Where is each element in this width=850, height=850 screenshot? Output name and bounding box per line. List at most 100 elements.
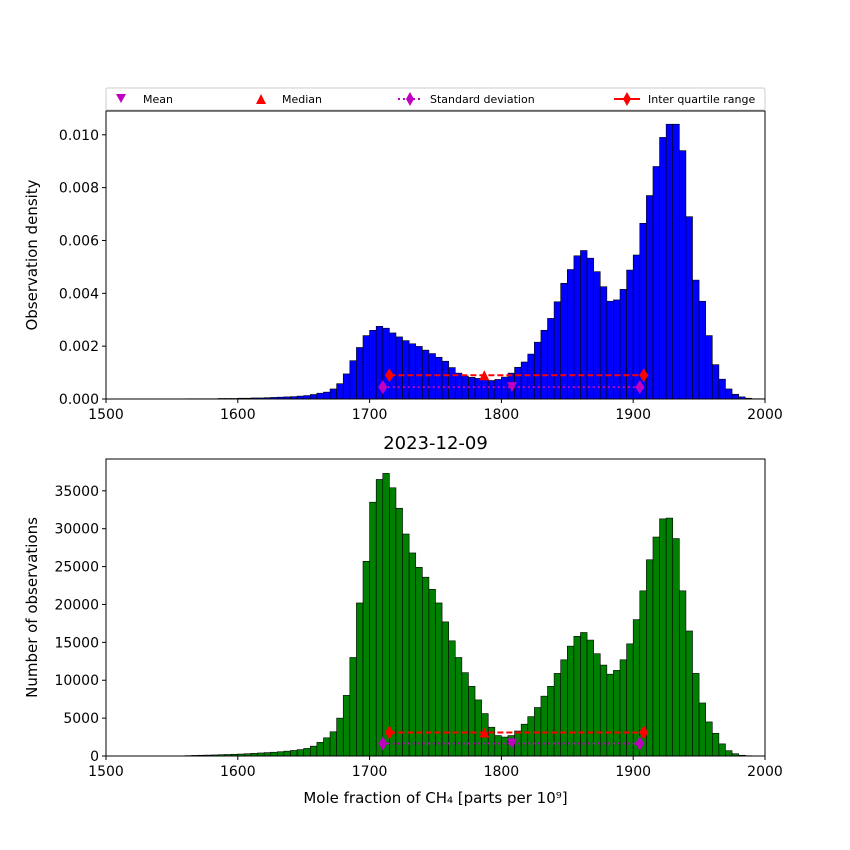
- top-bar: [474, 378, 482, 400]
- top-bar: [553, 301, 562, 400]
- bottom-bar: [698, 702, 706, 757]
- top-y-tick-label: 0.010: [59, 128, 99, 144]
- bottom-bar: [580, 632, 588, 757]
- top-axes: 1500 1600 1700 1800 1900 2000 0.000 0.002 0.004 0…: [59, 110, 783, 423]
- top-std-high-marker: [635, 380, 645, 395]
- bottom-bar: [586, 639, 594, 757]
- bottom-std-low-marker: [378, 736, 388, 751]
- mean-marker-icon: [116, 94, 126, 103]
- top-y-tick-label: 0.004: [59, 286, 99, 302]
- top-bar: [659, 137, 667, 400]
- bottom-y-tick-label: 0: [90, 749, 99, 765]
- top-median-marker: [479, 370, 490, 381]
- top-bar: [613, 299, 621, 400]
- top-bar: [632, 254, 641, 400]
- legend-frame: [105, 87, 766, 111]
- top-bar: [402, 340, 410, 400]
- top-bar: [725, 388, 733, 400]
- bottom-bar: [263, 752, 272, 757]
- top-bar: [586, 257, 594, 400]
- bottom-bar: [685, 630, 693, 757]
- legend-std-label: Standard deviation: [430, 93, 535, 106]
- top-bar: [560, 282, 568, 400]
- bottom-chart-title: 2023-12-09: [383, 433, 488, 454]
- top-statistics: [378, 368, 649, 395]
- bottom-bar: [593, 653, 601, 757]
- bottom-bar: [356, 602, 364, 757]
- top-bar: [415, 346, 423, 400]
- bottom-bar: [659, 518, 667, 757]
- top-bar: [349, 360, 357, 400]
- top-std-low-marker: [378, 380, 388, 395]
- bottom-plot-frame: [105, 458, 766, 757]
- bottom-bar: [679, 590, 687, 757]
- bottom-y-tick-label: 20000: [54, 597, 99, 613]
- top-bar: [665, 123, 674, 400]
- bottom-bar: [316, 742, 324, 757]
- top-bar: [448, 367, 456, 400]
- top-bar: [487, 380, 496, 400]
- bottom-bar: [415, 567, 423, 757]
- top-bar: [580, 250, 588, 400]
- bottom-x-tick-label: 1900: [615, 764, 651, 780]
- bottom-bar: [428, 589, 436, 757]
- top-bar: [323, 391, 331, 400]
- bottom-bar: [540, 695, 548, 757]
- top-bar: [593, 271, 601, 400]
- bottom-bar: [362, 560, 370, 757]
- legend-mean-label: Mean: [143, 93, 173, 106]
- bottom-y-tick-label: 35000: [54, 484, 99, 500]
- bottom-statistics: [378, 725, 649, 751]
- bottom-bar: [270, 751, 278, 757]
- top-plot-frame: [105, 110, 766, 400]
- top-bar: [566, 269, 575, 400]
- bottom-bar: [652, 536, 660, 757]
- bottom-median-marker: [479, 727, 490, 738]
- bottom-axes: 1500 1600 1700 1800 1900 20000500010000150002…: [54, 458, 783, 780]
- top-bar: [698, 300, 706, 400]
- top-bar: [718, 378, 726, 400]
- top-bar: [336, 383, 344, 400]
- bottom-bar: [448, 640, 456, 757]
- top-bar: [316, 392, 324, 400]
- bottom-bar: [527, 716, 535, 757]
- top-bar: [646, 195, 654, 400]
- bottom-bar: [336, 717, 344, 757]
- bottom-bar: [494, 735, 502, 757]
- bottom-x-tick-label: 1700: [352, 764, 388, 780]
- top-bar: [441, 360, 449, 400]
- top-bar: [626, 269, 634, 400]
- bottom-bar: [454, 657, 463, 757]
- bottom-bar: [619, 659, 627, 757]
- legend: Mean Median Standard deviation Inter qua…: [105, 87, 766, 111]
- bottom-iqr-high-marker: [639, 725, 649, 740]
- bottom-bar: [441, 621, 449, 757]
- bottom-bar: [323, 737, 331, 757]
- bottom-bar: [389, 487, 397, 757]
- top-bar: [520, 361, 529, 400]
- bottom-bar: [501, 736, 509, 757]
- bottom-bar: [632, 619, 641, 757]
- bottom-bar: [408, 552, 417, 757]
- top-bar: [362, 335, 370, 400]
- top-y-axis-label: Observation density: [23, 179, 41, 330]
- top-bar: [468, 377, 476, 400]
- top-x-tick-label: 1500: [88, 407, 124, 423]
- bottom-bar: [395, 507, 403, 757]
- legend-mean: Mean: [116, 93, 173, 106]
- bottom-bar: [290, 750, 298, 757]
- bottom-bar: [566, 645, 575, 757]
- top-bar: [705, 335, 713, 400]
- bottom-bar: [296, 749, 304, 757]
- top-bar: [454, 372, 463, 400]
- legend-median-label: Median: [282, 93, 322, 106]
- std-marker-icon: [406, 92, 414, 106]
- bottom-bar: [329, 731, 337, 757]
- bottom-x-tick-label: 1600: [220, 764, 256, 780]
- top-bar: [534, 341, 542, 400]
- bottom-x-tick-label: 1500: [88, 764, 124, 780]
- top-y-tick-label: 0.008: [59, 181, 99, 197]
- top-bar: [527, 353, 535, 400]
- top-x-tick-label: 1600: [220, 407, 256, 423]
- bottom-y-axis-label: Number of observations: [23, 517, 41, 698]
